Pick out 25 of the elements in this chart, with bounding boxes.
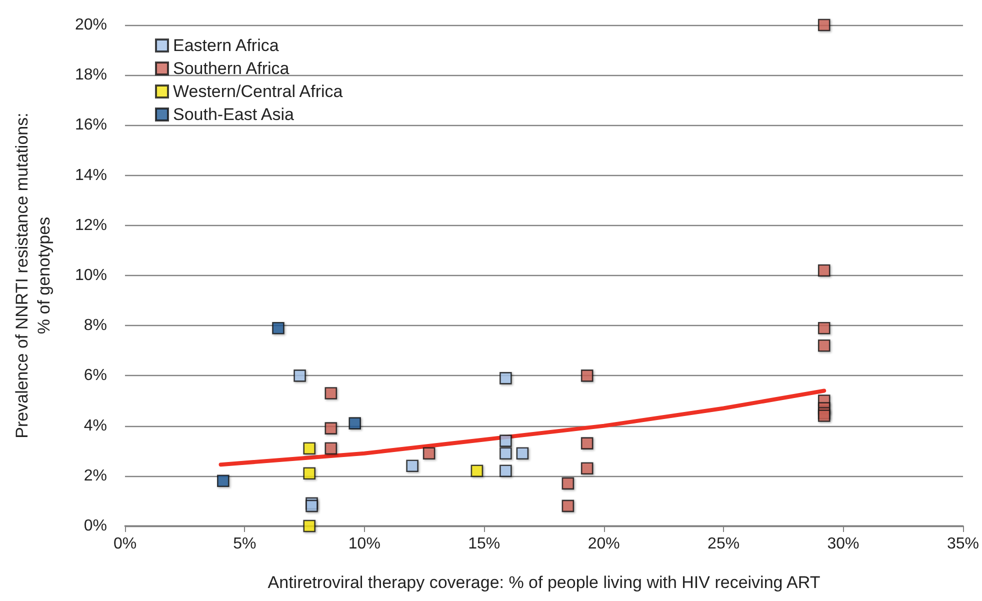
x-tick-label: 10% (348, 536, 380, 552)
y-tick-label: 8% (84, 317, 107, 334)
y-tick-label: 18% (74, 66, 107, 84)
x-tick-label: 5% (233, 536, 256, 552)
y-tick-label: 6% (84, 367, 107, 384)
x-tick-label: 25% (708, 536, 740, 552)
y-tick-label: 10% (74, 267, 107, 284)
legend-label: Western/Central Africa (173, 82, 344, 101)
x-tick-label: 20% (588, 536, 620, 552)
y-tick-label: 4% (84, 417, 107, 434)
y-tick-label: 12% (74, 216, 107, 234)
y-tick-label: 16% (74, 116, 107, 134)
y-tick-label: 20% (74, 16, 107, 34)
legend-label: South-East Asia (173, 105, 295, 124)
legend-label: Southern Africa (173, 59, 290, 78)
x-tick-label: 30% (827, 536, 860, 552)
x-tick-label: 0% (113, 536, 137, 552)
x-tick-label: 35% (946, 536, 980, 552)
y-axis-title: Prevalence of NNRTI resistance mutations: % of genotypes (12, 112, 54, 438)
y-tick-label: 14% (74, 166, 107, 184)
y-tick-label: 0% (84, 518, 107, 534)
x-axis-title: Antiretroviral therapy coverage: % of people living with HIV receiving ART (268, 573, 820, 592)
x-tick-label: 15% (468, 536, 500, 552)
legend-label: Eastern Africa (173, 36, 280, 55)
y-tick-label: 2% (84, 467, 107, 484)
